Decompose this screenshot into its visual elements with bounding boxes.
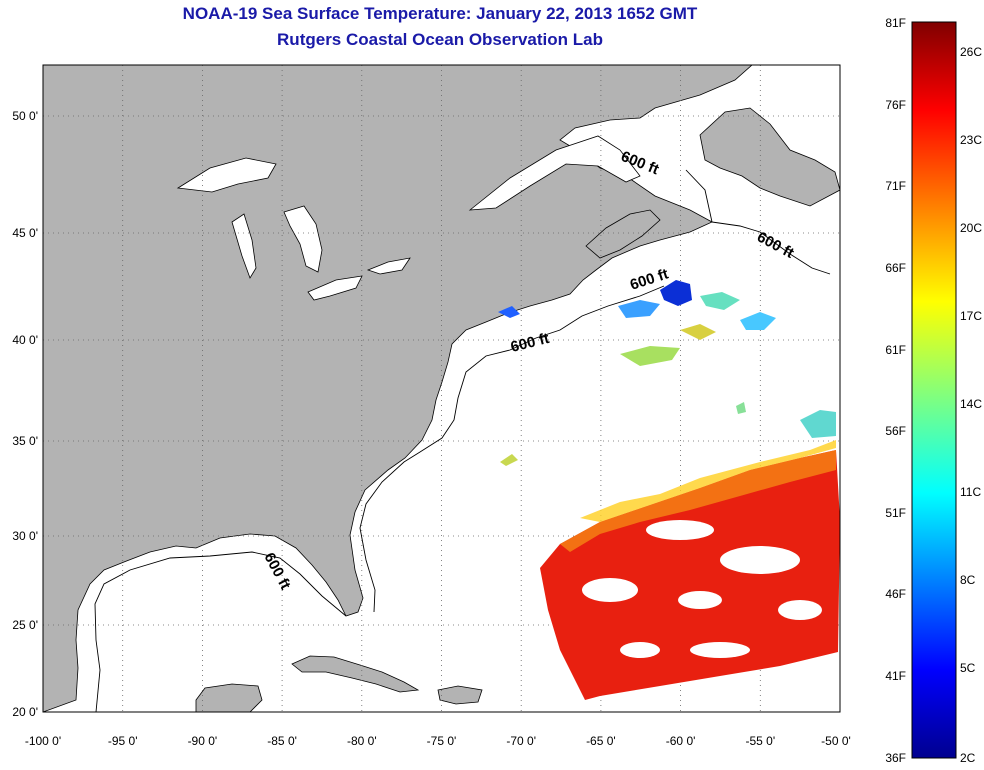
- sst-warm-swath: [540, 450, 840, 700]
- lon-tick-label: -55 0': [745, 734, 775, 748]
- lon-tick-label: -80 0': [347, 734, 377, 748]
- isobath-600ft: [94, 169, 831, 712]
- hispaniola-land: [437, 685, 483, 705]
- lat-tick-label: 30 0': [12, 529, 38, 543]
- cuba-land: [291, 655, 420, 693]
- sst-yellow-band: [580, 440, 836, 522]
- colorbar-c-label: 23C: [960, 133, 982, 147]
- colorbar-c-label: 5C: [960, 661, 976, 675]
- colorbar-f-label: 66F: [885, 261, 906, 275]
- colorbar-f-label: 41F: [885, 669, 906, 683]
- lat-tick-label: 35 0': [12, 434, 38, 448]
- great-lakes: [176, 157, 411, 301]
- map-frame: [42, 64, 841, 713]
- north-america-land: [43, 65, 753, 712]
- newfoundland-land: [699, 107, 840, 207]
- colorbar-f-label: 76F: [885, 98, 906, 112]
- latitude-ticks: 50 0' 45 0' 40 0' 35 0' 30 0' 25 0' 20 0…: [12, 109, 38, 719]
- lon-tick-label: -85 0': [267, 734, 297, 748]
- colorbar-f-label: 56F: [885, 424, 906, 438]
- colorbar-c-label: 2C: [960, 751, 976, 765]
- colorbar-f-label: 61F: [885, 343, 906, 357]
- lon-tick-label: -65 0': [586, 734, 616, 748]
- chart-subtitle: Rutgers Coastal Ocean Observation Lab: [277, 30, 603, 49]
- colorbar-c-label: 20C: [960, 221, 982, 235]
- colorbar-f-label: 71F: [885, 179, 906, 193]
- colorbar-c-label: 8C: [960, 573, 976, 587]
- sst-cold-patches: [498, 280, 836, 466]
- lat-tick-label: 45 0': [12, 226, 38, 240]
- colorbar-c-label: 26C: [960, 45, 982, 59]
- lon-tick-label: -90 0': [188, 734, 218, 748]
- colorbar-c-label: 14C: [960, 397, 982, 411]
- colorbar: [911, 21, 957, 759]
- colorbar-f-label: 46F: [885, 587, 906, 601]
- lon-tick-label: -60 0': [666, 734, 696, 748]
- lon-tick-label: -75 0': [427, 734, 457, 748]
- lat-tick-label: 20 0': [12, 705, 38, 719]
- lon-tick-label: -95 0': [108, 734, 138, 748]
- cloud-gaps: [582, 520, 822, 658]
- nova-scotia-land: [585, 209, 661, 259]
- yucatan-land: [195, 683, 263, 712]
- lon-tick-label: -100 0': [25, 734, 61, 748]
- colorbar-c-label: 11C: [960, 485, 981, 499]
- colorbar-f-label: 36F: [885, 751, 906, 765]
- longitude-ticks: -100 0' -95 0' -90 0' -85 0' -80 0' -75 …: [25, 734, 851, 748]
- lon-tick-label: -50 0': [821, 734, 851, 748]
- lon-tick-label: -70 0': [506, 734, 536, 748]
- sst-orange-band: [560, 450, 836, 552]
- colorbar-f-label: 81F: [885, 16, 906, 30]
- colorbar-c-label: 17C: [960, 309, 982, 323]
- chart-title: NOAA-19 Sea Surface Temperature: January…: [182, 4, 698, 23]
- lat-tick-label: 25 0': [12, 618, 38, 632]
- colorbar-f-label: 51F: [885, 506, 906, 520]
- colorbar-c-labels: 26C 23C 20C 17C 14C 11C 8C 5C 2C: [960, 45, 982, 765]
- lat-tick-label: 40 0': [12, 333, 38, 347]
- st-lawrence-river: [468, 135, 641, 211]
- lat-tick-label: 50 0': [12, 109, 38, 123]
- colorbar-f-labels: 81F 76F 71F 66F 61F 56F 51F 46F 41F 36F: [885, 16, 906, 765]
